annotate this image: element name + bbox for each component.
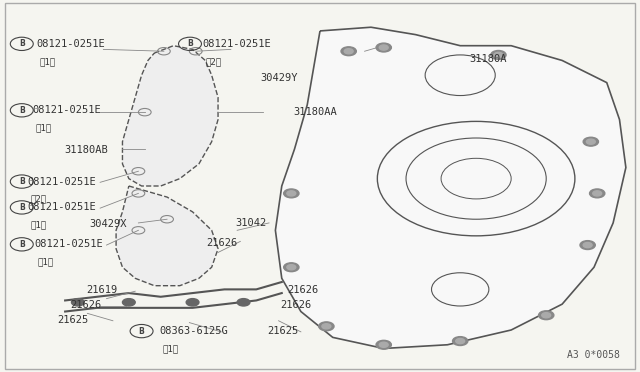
Circle shape — [452, 337, 468, 346]
Text: 31180A: 31180A — [470, 54, 508, 64]
Circle shape — [380, 45, 388, 50]
Text: B: B — [19, 203, 25, 212]
Circle shape — [586, 139, 595, 144]
PathPatch shape — [275, 27, 626, 349]
Circle shape — [583, 137, 598, 146]
Text: 08121-0251E: 08121-0251E — [27, 177, 95, 187]
Text: 08121-0251E: 08121-0251E — [32, 105, 100, 115]
Text: B: B — [139, 327, 145, 336]
Circle shape — [341, 47, 356, 56]
Text: 08121-0251E: 08121-0251E — [35, 239, 103, 249]
Text: 31180AA: 31180AA — [293, 107, 337, 117]
Text: （1）: （1） — [35, 124, 51, 132]
Circle shape — [589, 189, 605, 198]
Circle shape — [376, 340, 392, 349]
Circle shape — [284, 189, 299, 198]
Text: 08121-0251E: 08121-0251E — [27, 202, 95, 212]
Circle shape — [186, 299, 199, 306]
Circle shape — [122, 299, 135, 306]
Text: 21619: 21619 — [86, 285, 117, 295]
Text: 31180AB: 31180AB — [64, 145, 108, 155]
Circle shape — [491, 51, 506, 60]
Circle shape — [322, 324, 331, 329]
Text: （2）: （2） — [30, 195, 46, 204]
Text: B: B — [19, 240, 25, 249]
Text: 21626: 21626 — [207, 238, 238, 248]
Circle shape — [237, 299, 250, 306]
Text: 21626: 21626 — [280, 300, 312, 310]
Circle shape — [376, 43, 392, 52]
Circle shape — [72, 299, 84, 306]
Circle shape — [319, 322, 334, 331]
Circle shape — [287, 191, 296, 196]
Text: （1）: （1） — [163, 344, 179, 353]
Text: （1）: （1） — [30, 221, 46, 230]
Circle shape — [580, 241, 595, 250]
Text: （1）: （1） — [38, 257, 54, 267]
Text: 21626: 21626 — [287, 285, 318, 295]
Text: B: B — [19, 106, 25, 115]
Text: 08121-0251E: 08121-0251E — [36, 39, 105, 49]
PathPatch shape — [116, 186, 218, 286]
Text: （1）: （1） — [40, 57, 56, 66]
Text: 21626: 21626 — [70, 300, 102, 310]
Circle shape — [284, 263, 299, 272]
Circle shape — [344, 49, 353, 54]
Circle shape — [494, 52, 503, 58]
Text: A3 0*0058: A3 0*0058 — [566, 350, 620, 359]
Circle shape — [541, 312, 550, 318]
Text: 31042: 31042 — [236, 218, 266, 228]
Circle shape — [380, 342, 388, 347]
Text: B: B — [187, 39, 193, 48]
Text: 21625: 21625 — [58, 315, 89, 325]
Text: B: B — [19, 39, 25, 48]
Circle shape — [287, 264, 296, 270]
Circle shape — [583, 243, 592, 248]
Text: （2）: （2） — [205, 57, 221, 66]
Circle shape — [539, 311, 554, 320]
Text: B: B — [19, 177, 25, 186]
Text: 08121-0251E: 08121-0251E — [202, 39, 271, 49]
Text: 30429X: 30429X — [90, 219, 127, 229]
Text: 21625: 21625 — [268, 326, 299, 336]
Circle shape — [456, 339, 465, 344]
Circle shape — [593, 191, 602, 196]
Text: 30429Y: 30429Y — [260, 73, 298, 83]
Text: 08363-6125G: 08363-6125G — [159, 326, 228, 336]
PathPatch shape — [122, 46, 218, 186]
